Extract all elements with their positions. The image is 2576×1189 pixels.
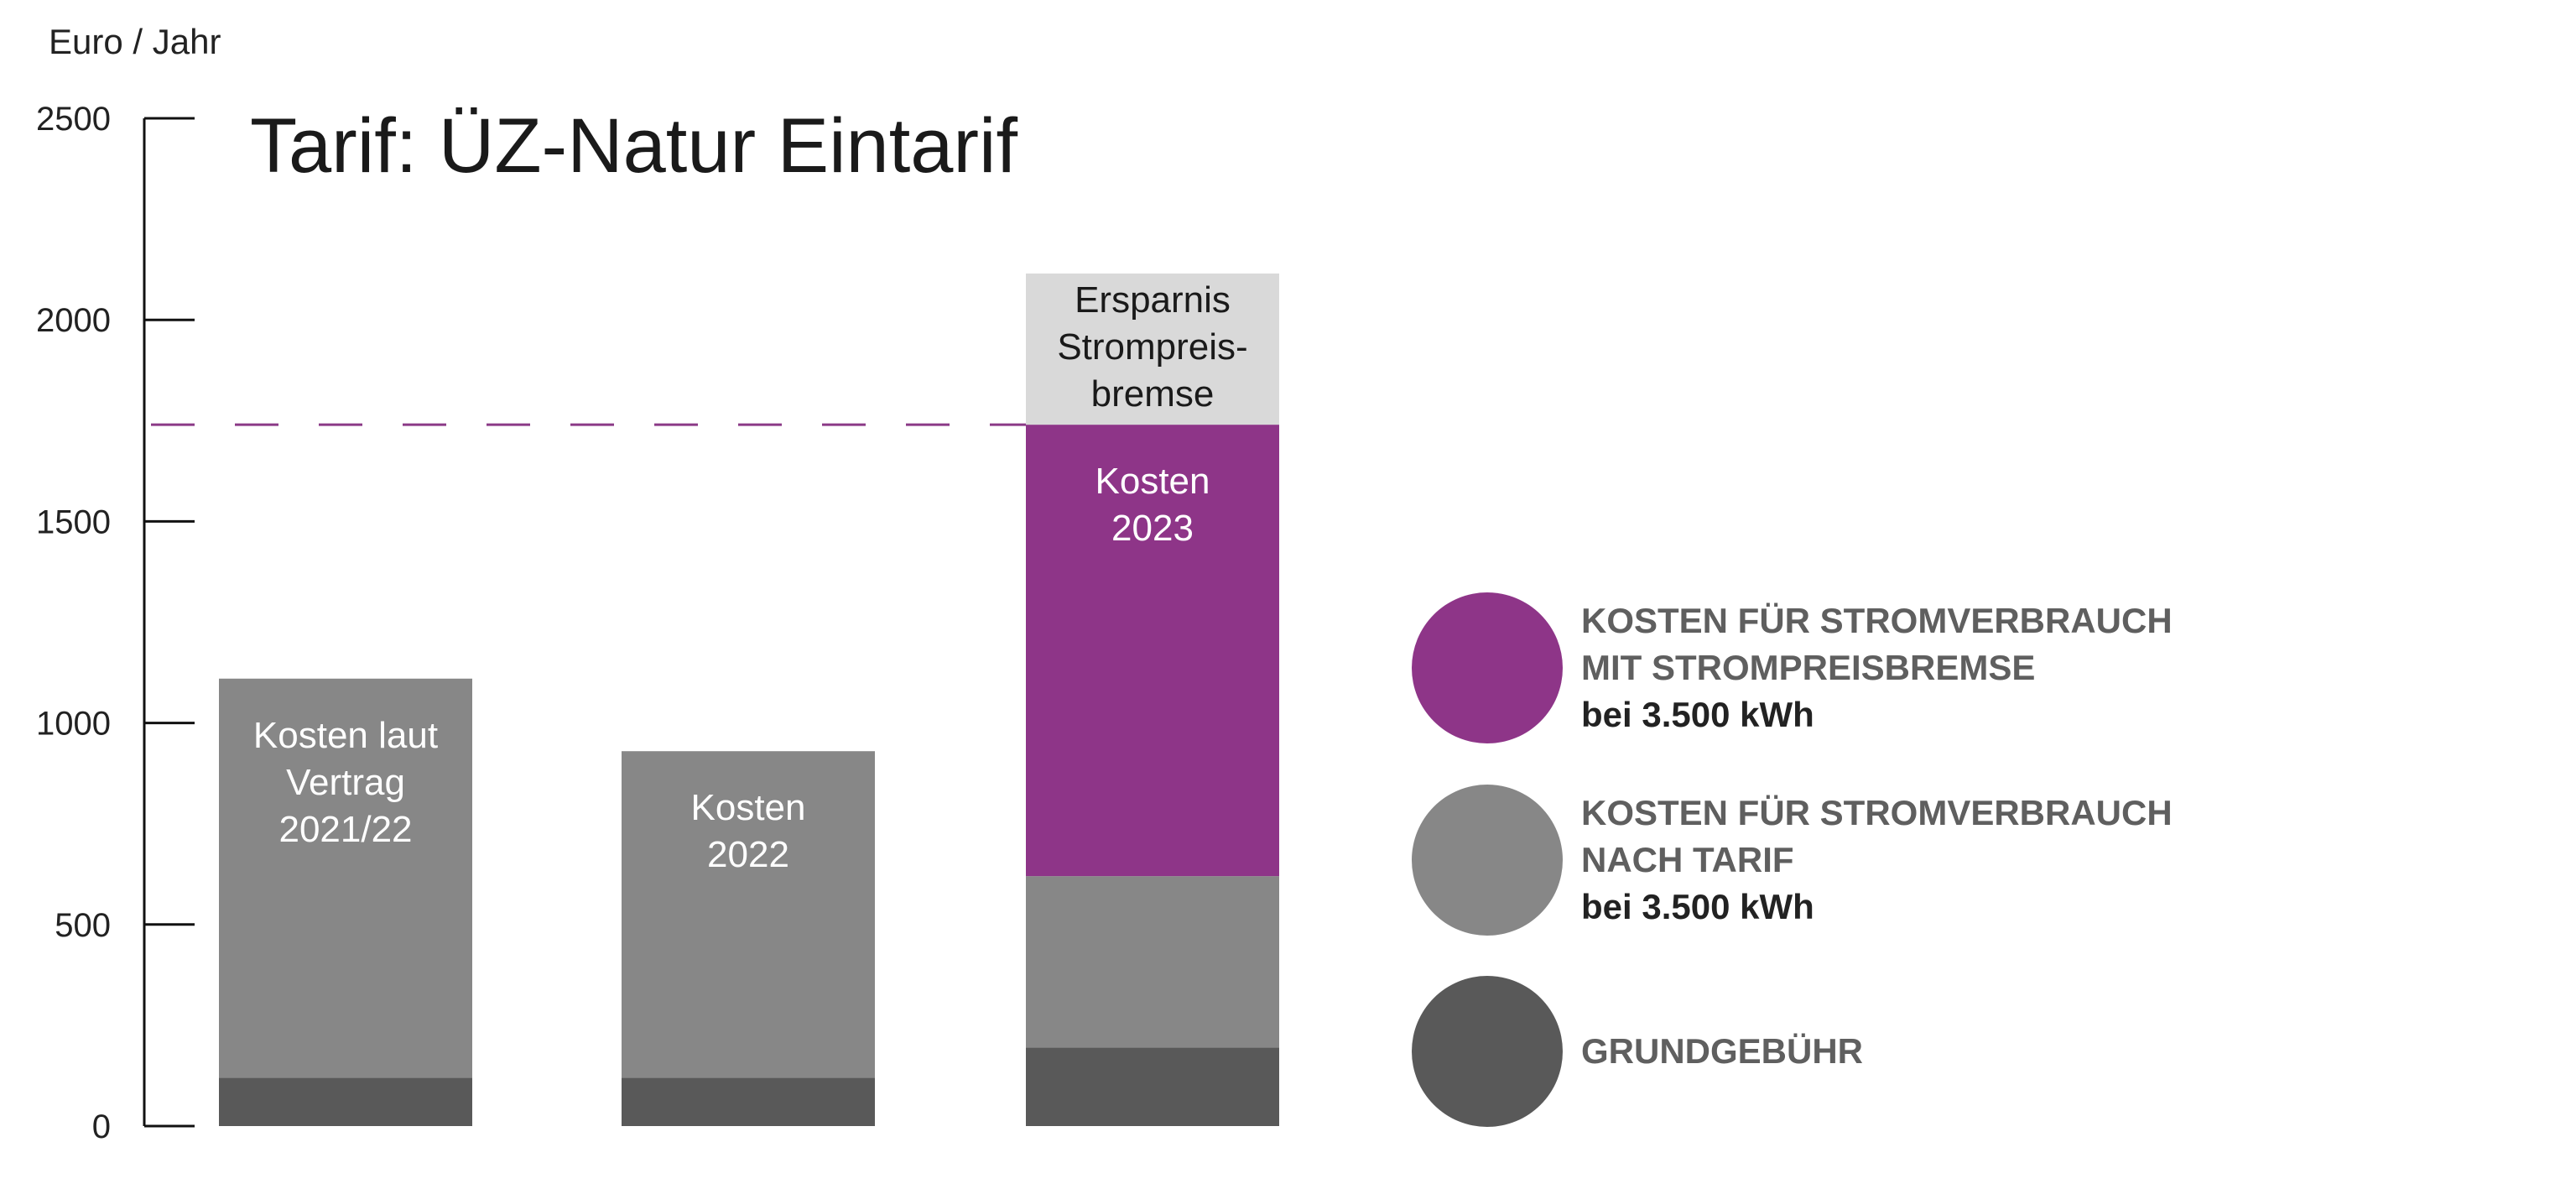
y-tick-label: 0 (92, 1108, 111, 1145)
bar-segment-ersparnis (1026, 273, 1279, 425)
bar-label: 2023 (1111, 508, 1194, 549)
bar-segment-tarif (219, 678, 472, 1078)
bar-segment-grundgebuehr (1026, 1047, 1279, 1126)
bar-label: Kosten (691, 787, 806, 828)
legend-label: KOSTEN FÜR STROMVERBRAUCH (1581, 601, 2173, 640)
chart-title: Tarif: ÜZ-Natur Eintarif (250, 103, 1017, 189)
legend-swatch-strompreisbremse (1412, 592, 1563, 743)
bar-label: Vertrag (286, 762, 405, 803)
bar-segment-tarif (622, 751, 875, 1078)
legend-sublabel: bei 3.500 kWh (1581, 887, 1814, 926)
legend-label: GRUNDGEBÜHR (1581, 1031, 1863, 1071)
y-tick-label: 1500 (36, 503, 111, 540)
bar-segment-tarif (1026, 876, 1279, 1048)
bar-top-label: bremse (1091, 373, 1215, 415)
bar-label: Kosten laut (253, 715, 438, 756)
y-tick-label: 2500 (36, 101, 111, 138)
legend-label: MIT STROMPREISBREMSE (1581, 648, 2035, 687)
legend-swatch-tarif (1412, 785, 1563, 936)
y-tick-label: 1000 (36, 706, 111, 743)
bar-top-label: Strompreis- (1057, 326, 1247, 368)
y-tick-label: 500 (55, 907, 111, 944)
legend: KOSTEN FÜR STROMVERBRAUCH MIT STROMPREISB… (1412, 592, 2173, 1127)
bar-top-label: Ersparnis (1075, 279, 1231, 321)
legend-swatch-grundgebuehr (1412, 976, 1563, 1127)
y-tick-label: 2000 (36, 302, 111, 339)
legend-sublabel: bei 3.500 kWh (1581, 695, 1814, 734)
bars: Kosten laut Vertrag 2021/22 Kosten 2022 Koste… (219, 273, 1279, 1126)
legend-label: KOSTEN FÜR STROMVERBRAUCH (1581, 793, 2173, 832)
bar-segment-strompreisbremse (1026, 425, 1279, 877)
y-axis-label: Euro / Jahr (49, 22, 221, 61)
bar-segment-grundgebuehr (622, 1077, 875, 1126)
bar-label: Kosten (1095, 461, 1210, 502)
bar-segment-grundgebuehr (219, 1077, 472, 1126)
y-axis: 0 500 1000 1500 2000 2500 (36, 101, 1026, 1145)
bar-label: 2021/22 (278, 809, 412, 850)
legend-label: NACH TARIF (1581, 840, 1794, 879)
bar-label: 2022 (707, 834, 789, 875)
